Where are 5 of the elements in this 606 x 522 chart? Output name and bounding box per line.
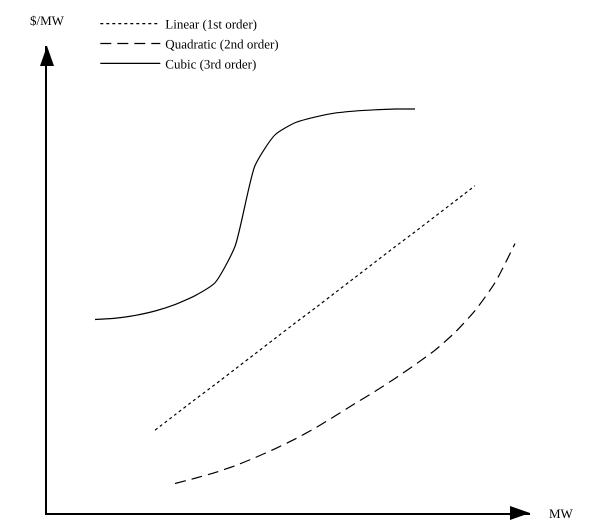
legend-label: Cubic (3rd order) (165, 56, 256, 72)
x-axis-title: MW (549, 506, 574, 521)
legend-label: Linear (1st order) (165, 16, 257, 32)
legend-label: Quadratic (2nd order) (165, 36, 279, 52)
text: $/MW (30, 13, 65, 28)
